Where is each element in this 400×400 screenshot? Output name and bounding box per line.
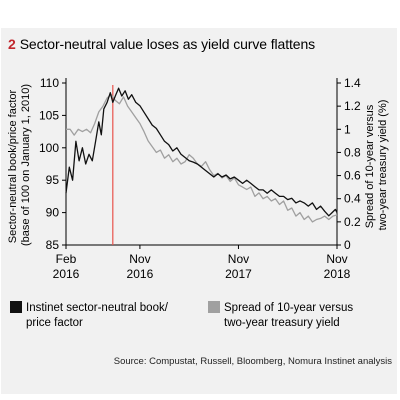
y-axis-right: 0 0.2 0.4 0.6 0.8 1 1.2 1.4	[336, 76, 361, 252]
y-left-tick-label: 105	[39, 108, 59, 122]
y-right-tick-label: 1	[344, 122, 351, 136]
y-right-tick-label: 0.4	[344, 192, 361, 206]
y-axis-left-label: Sector-neutral book/price factor (base o…	[7, 84, 32, 246]
y-left-tick-label: 100	[39, 141, 59, 155]
legend: Instinet sector-neutral book/ price fact…	[10, 301, 356, 329]
x-tick-label-month: Nov	[129, 252, 150, 266]
legend-label-spread-line2: two-year treasury yield	[224, 317, 340, 329]
y-left-tick-label: 95	[46, 173, 60, 187]
x-tick-label-month: Nov	[228, 252, 249, 266]
y-right-tick-label: 0.2	[344, 215, 361, 229]
y-right-tick-label: 1.4	[344, 76, 361, 90]
y-left-tick-label: 110	[40, 76, 59, 90]
source-note: Source: Compustat, Russell, Bloomberg, N…	[113, 356, 392, 367]
y-axis-right-label-line1: Spread of 10-year versus	[364, 104, 376, 228]
chart-title: 2 Sector-neutral value loses as yield cur…	[8, 36, 315, 52]
legend-label-spread-line1: Spread of 10-year versus	[224, 302, 353, 314]
y-axis-left-label-line1: Sector-neutral book/price factor	[7, 89, 19, 243]
legend-label-book-price: Instinet sector-neutral book/ price fact…	[26, 302, 171, 329]
y-axis-right-label: Spread of 10-year versus two-year treasu…	[364, 100, 389, 231]
legend-swatch-book-price	[10, 301, 22, 313]
y-right-tick-label: 0.8	[344, 145, 361, 159]
x-tick-label-month: Nov	[326, 252, 347, 266]
x-tick-label-year: 2017	[225, 267, 252, 281]
y-left-tick-label: 90	[46, 206, 60, 220]
y-right-tick-label: 1.2	[344, 99, 361, 113]
legend-label-book-price-line2: price factor	[26, 317, 83, 329]
figure-title: Sector-neutral value loses as yield curv…	[19, 36, 316, 52]
legend-label-spread: Spread of 10-year versus two-year treasu…	[224, 302, 356, 329]
x-tick-label-year: 2016	[127, 267, 154, 281]
x-tick-label-month: Feb	[56, 252, 77, 266]
x-tick-label-year: 2018	[324, 267, 351, 281]
y-right-tick-label: 0	[344, 238, 351, 252]
figure-number: 2	[8, 36, 16, 52]
legend-swatch-spread	[208, 301, 220, 313]
y-right-tick-label: 0.6	[344, 169, 361, 183]
y-left-tick-label: 85	[46, 238, 60, 252]
x-tick-label-year: 2016	[53, 267, 80, 281]
y-axis-left: 85 90 95 100 105 110	[39, 76, 67, 252]
series-line-book-price	[65, 87, 338, 217]
chart-panel	[1, 28, 397, 394]
legend-label-book-price-line1: Instinet sector-neutral book/	[26, 302, 169, 314]
y-axis-left-label-line2: (base of 100 on January 1, 2010)	[20, 84, 32, 246]
y-axis-right-label-line2: two-year treasury yield (%)	[377, 100, 389, 231]
